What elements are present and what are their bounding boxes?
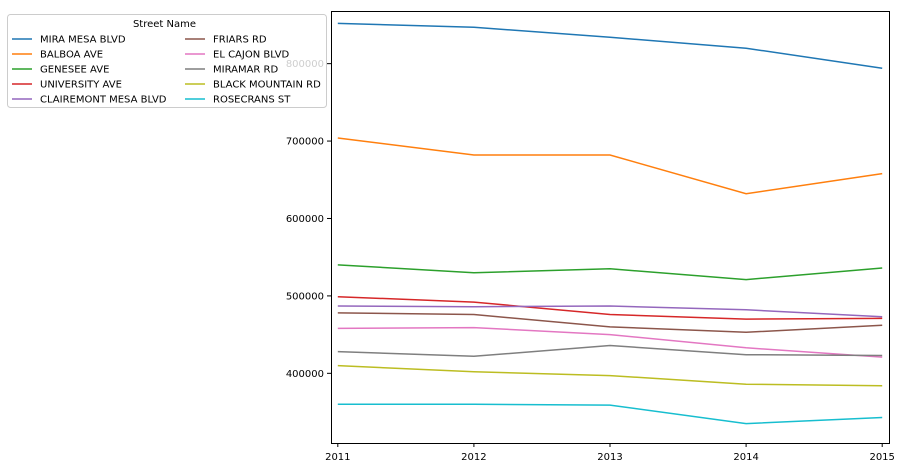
legend-entry-label: ROSECRANS ST <box>213 95 291 106</box>
series-line-10 <box>337 403 883 425</box>
legend-entry-label: FRIARS RD <box>213 35 267 46</box>
legend-title: Street Name <box>133 19 196 30</box>
legend-entry-label: GENESEE AVE <box>40 65 109 76</box>
legend-entry-label: MIRAMAR RD <box>213 65 279 76</box>
legend-entry-label: EL CAJON BLVD <box>213 50 290 61</box>
series-line-6 <box>337 312 883 334</box>
series-line-2 <box>337 137 883 195</box>
x-tick-label: 2015 <box>869 452 894 463</box>
legend-box <box>7 14 327 108</box>
x-tick-label: 2014 <box>733 452 758 463</box>
y-tick-label: 400000 <box>286 369 324 380</box>
x-tick-label: 2013 <box>597 452 622 463</box>
series-line-1 <box>337 22 883 70</box>
series-line-5 <box>337 305 883 318</box>
y-tick-label: 700000 <box>286 137 324 148</box>
x-axis: 2011 2012 2013 2014 2015 <box>325 443 895 463</box>
legend-entry-label: BLACK MOUNTAIN RD <box>213 80 321 91</box>
x-tick-label: 2011 <box>325 452 350 463</box>
y-tick-label: 500000 <box>286 291 324 302</box>
series-line-7 <box>337 326 883 358</box>
series-line-8 <box>337 344 883 358</box>
series-line-4 <box>337 295 883 320</box>
legend-entry-label: BALBOA AVE <box>40 50 103 61</box>
y-tick-label: 600000 <box>286 214 324 225</box>
legend-entry-label: UNIVERSITY AVE <box>40 80 122 91</box>
series-line-9 <box>337 364 883 387</box>
x-tick-label: 2012 <box>461 452 486 463</box>
legend-entry-label: CLAIREMONT MESA BLVD <box>40 95 167 106</box>
series-lines-layer <box>337 22 883 425</box>
legend: Street Name MIRA MESA BLVD BALBOA AVE GENES… <box>7 14 327 108</box>
legend-entry-label: MIRA MESA BLVD <box>40 35 126 46</box>
series-line-3 <box>337 264 883 281</box>
plot-area-frame <box>331 11 890 444</box>
